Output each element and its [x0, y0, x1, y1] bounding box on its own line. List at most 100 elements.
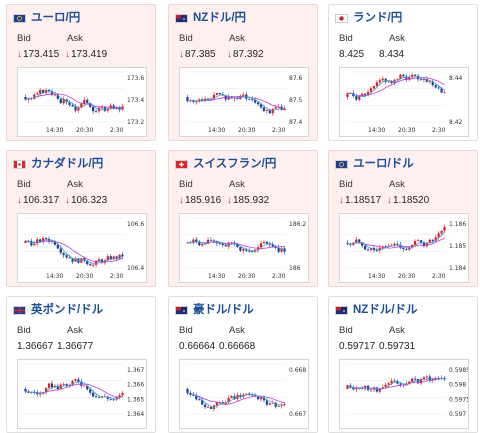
- candle-body: [251, 251, 254, 253]
- y-tick-label: 1.185: [449, 243, 466, 250]
- ask-value: ↓106.323: [65, 195, 107, 206]
- currency-pair-link[interactable]: NZドル/ドル: [353, 304, 418, 316]
- bid-value-text: 87.385: [185, 49, 216, 60]
- candle-body: [425, 242, 428, 247]
- candle-body: [251, 98, 254, 100]
- card-header[interactable]: 英ポンド/ドル: [13, 303, 103, 317]
- candle-body: [33, 94, 36, 99]
- y-tick-label: 87.4: [289, 119, 303, 126]
- x-tick-label: 14:30: [208, 127, 225, 134]
- y-tick-label: 1.366: [127, 382, 144, 389]
- currency-card[interactable]: NZドル/円 Bid Ask ↓87.385 ↓87.392 87.6 87.5 87.4 14…: [168, 4, 318, 141]
- bid-value-text: 1.18517: [345, 195, 382, 206]
- y-tick-label: 8.42: [449, 119, 463, 126]
- card-header[interactable]: NZドル/円: [175, 11, 246, 25]
- card-header[interactable]: カナダドル/円: [13, 157, 103, 171]
- candle-body: [262, 242, 266, 244]
- nz-us-flag-icon: [335, 305, 348, 315]
- candle-body: [71, 258, 74, 262]
- currency-card[interactable]: 豪ドル/ドル Bid Ask 0.66664 0.66668 0.668 0.667: [168, 296, 318, 433]
- candlestick-chart[interactable]: 8.44 8.42 14:30 20:30 2:30: [339, 67, 469, 137]
- y-tick-label: 1.186: [449, 221, 466, 228]
- candle-body: [204, 98, 207, 101]
- y-tick-label: 87.6: [289, 75, 303, 82]
- candlestick-chart[interactable]: 173.6 173.4 173.2 14:30 20:30 2:30: [17, 67, 147, 137]
- currency-card[interactable]: ランド/円 Bid Ask 8.425 8.434 8.44 8.42 14:30 20:30 2…: [328, 4, 478, 141]
- candle-body: [411, 74, 414, 78]
- candlestick-chart[interactable]: 1.367 1.366 1.365 1.364: [17, 359, 147, 429]
- candle-body: [39, 393, 42, 395]
- candle-body: [186, 242, 189, 244]
- currency-pair-link[interactable]: ランド/円: [353, 12, 403, 24]
- card-header[interactable]: スイスフラン/円: [175, 157, 276, 171]
- candle-body: [100, 259, 104, 263]
- currency-pair-link[interactable]: ユーロ/円: [31, 12, 81, 24]
- candle-body: [416, 240, 420, 242]
- candle-body: [65, 384, 68, 386]
- candle-body: [358, 96, 361, 100]
- y-tick-label: 173.6: [127, 75, 144, 82]
- currency-card[interactable]: ユーロ/ドル Bid Ask ↓1.18517 ↓1.18520 1.186 1.185 1.…: [328, 150, 478, 287]
- candle-body: [390, 380, 393, 384]
- card-header[interactable]: 豪ドル/ドル: [175, 303, 254, 317]
- ask-value-text: 0.59731: [379, 341, 416, 352]
- candle-body: [384, 246, 387, 248]
- za-jp-flag-icon: [335, 13, 348, 23]
- currency-card[interactable]: NZドル/ドル Bid Ask 0.59717 0.59731 0.5985 0.598 0.…: [328, 296, 478, 433]
- card-header[interactable]: ランド/円: [335, 11, 402, 25]
- currency-pair-link[interactable]: スイスフラン/円: [193, 158, 277, 170]
- candle-body: [71, 380, 74, 385]
- candle-body: [68, 384, 71, 386]
- moving-average-short: [347, 231, 445, 251]
- currency-pair-link[interactable]: ユーロ/ドル: [353, 158, 414, 170]
- bid-value-text: 173.415: [23, 49, 60, 60]
- card-header[interactable]: NZドル/ドル: [335, 303, 418, 317]
- bid-label: Bid: [17, 179, 31, 190]
- candlestick-chart[interactable]: 106.6 106.4 14:30 20:30 2:30: [17, 213, 147, 283]
- ask-value: ↓87.392: [227, 49, 264, 60]
- currency-card[interactable]: スイスフラン/円 Bid Ask ↓185.916 ↓185.932 186.2 186 14…: [168, 150, 318, 287]
- candle-body: [89, 389, 92, 393]
- candlestick-chart[interactable]: 87.6 87.5 87.4 14:30 20:30 2:30: [179, 67, 309, 137]
- candle-body: [195, 239, 198, 242]
- candle-body: [100, 106, 104, 108]
- candle-body: [428, 239, 431, 243]
- y-tick-label: 1.367: [127, 367, 144, 374]
- ask-label: Ask: [229, 179, 245, 190]
- currency-card[interactable]: カナダドル/円 Bid Ask ↓106.317 ↓106.323 106.6 106.4 1…: [6, 150, 156, 287]
- candle-body: [375, 250, 378, 252]
- candlestick-chart[interactable]: 186.2 186 14:30 20:30 2:30: [179, 213, 309, 283]
- moving-average-short: [25, 381, 123, 400]
- down-arrow-icon: ↓: [227, 195, 232, 206]
- candle-body: [36, 93, 39, 95]
- eu-us-flag-icon: [335, 159, 348, 169]
- candle-body: [414, 240, 417, 245]
- candlestick-chart[interactable]: 0.668 0.667: [179, 359, 309, 429]
- candle-body: [24, 389, 27, 392]
- currency-card[interactable]: ユーロ/円 Bid Ask ↓173.415 ↓173.419 173.6 173.4 173…: [6, 4, 156, 141]
- candle-body: [201, 243, 204, 246]
- candle-body: [437, 233, 440, 238]
- candle-body: [277, 248, 280, 252]
- candlestick-chart[interactable]: 1.186 1.185 1.184 14:30 20:30 2:30: [339, 213, 469, 283]
- x-tick-label: 14:30: [368, 273, 385, 280]
- candle-body: [218, 402, 221, 403]
- currency-pair-link[interactable]: 豪ドル/ドル: [193, 304, 254, 316]
- card-header[interactable]: ユーロ/円: [13, 11, 80, 25]
- candle-body: [419, 79, 423, 81]
- candle-body: [408, 77, 411, 80]
- currency-pair-link[interactable]: NZドル/円: [193, 12, 247, 24]
- ask-label: Ask: [389, 325, 405, 336]
- currency-pair-link[interactable]: 英ポンド/ドル: [31, 304, 104, 316]
- candle-body: [83, 258, 86, 261]
- y-tick-label: 1.184: [449, 265, 466, 272]
- currency-card[interactable]: 英ポンド/ドル Bid Ask 1.36667 1.36677 1.367 1.366 1.3…: [6, 296, 156, 433]
- currency-pair-link[interactable]: カナダドル/円: [31, 158, 104, 170]
- candle-body: [440, 230, 443, 234]
- candlestick-chart[interactable]: 0.5985 0.598 0.5975 0.597: [339, 359, 469, 429]
- card-header[interactable]: ユーロ/ドル: [335, 157, 414, 171]
- y-tick-label: 1.365: [127, 396, 144, 403]
- candle-body: [221, 243, 224, 246]
- candle-body: [399, 74, 402, 79]
- candle-body: [56, 244, 59, 249]
